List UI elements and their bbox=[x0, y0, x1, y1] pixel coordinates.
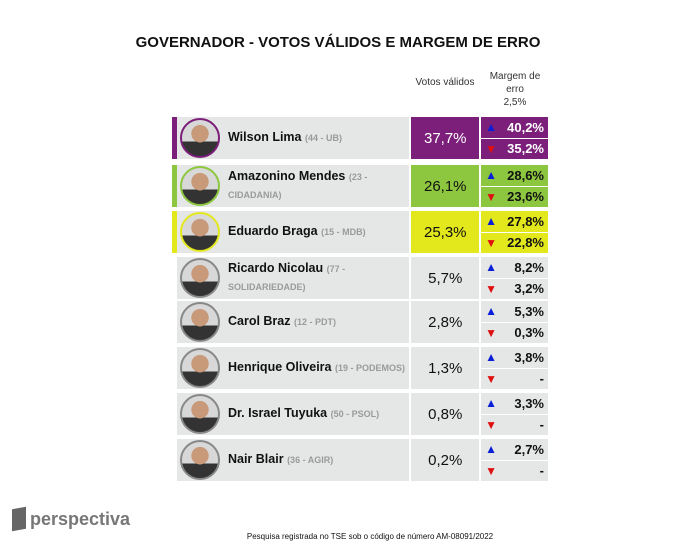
candidate-row: Nair Blair (36 - AGIR) 0,2% ▲ 2,7% ▼ - bbox=[172, 439, 548, 481]
arrow-down-icon: ▼ bbox=[485, 371, 498, 386]
candidate-photo bbox=[179, 118, 220, 158]
candidate-name: Dr. Israel Tuyuka (50 - PSOL) bbox=[227, 406, 380, 420]
party-color-bar bbox=[172, 211, 177, 253]
candidate-photo bbox=[179, 166, 220, 206]
margin-low: - bbox=[539, 463, 544, 479]
candidate-name: Eduardo Braga (15 - MDB) bbox=[227, 224, 366, 238]
margin-high: 5,3% bbox=[514, 303, 544, 319]
votes-value: 0,2% bbox=[411, 439, 480, 481]
candidate-row: Wilson Lima (44 - UB) 37,7% ▲ 40,2% ▼ 35,2… bbox=[172, 117, 548, 159]
margin-low: 23,6% bbox=[507, 189, 544, 205]
margin-low: - bbox=[539, 371, 544, 387]
margin-high: 2,7% bbox=[514, 441, 544, 457]
votes-value: 25,3% bbox=[411, 211, 480, 253]
perspectiva-logo: perspectiva bbox=[12, 506, 130, 532]
candidate-row: Dr. Israel Tuyuka (50 - PSOL) 0,8% ▲ 3,3%… bbox=[172, 393, 548, 435]
candidate-name: Amazonino Mendes (23 - CIDADANIA) bbox=[227, 169, 368, 200]
votes-value: 1,3% bbox=[411, 347, 480, 389]
candidate-name: Nair Blair (36 - AGIR) bbox=[227, 452, 334, 466]
arrow-down-icon: ▼ bbox=[485, 417, 498, 432]
arrow-up-icon: ▲ bbox=[485, 350, 498, 365]
arrow-down-icon: ▼ bbox=[485, 281, 498, 296]
arrow-up-icon: ▲ bbox=[485, 442, 498, 457]
candidate-row: Amazonino Mendes (23 - CIDADANIA) 26,1% … bbox=[172, 165, 548, 207]
arrow-up-icon: ▲ bbox=[485, 260, 498, 275]
candidate-name: Ricardo Nicolau (77 - SOLIDARIEDADE) bbox=[227, 261, 346, 292]
margin-high: 27,8% bbox=[507, 213, 544, 229]
votes-header: Votos válidos bbox=[415, 77, 475, 88]
candidate-name: Carol Braz (12 - PDT) bbox=[227, 314, 337, 328]
party-color-bar bbox=[172, 117, 177, 159]
margin-high: 40,2% bbox=[507, 119, 544, 135]
candidate-row: Henrique Oliveira (19 - PODEMOS) 1,3% ▲ 3… bbox=[172, 347, 548, 389]
arrow-down-icon: ▼ bbox=[485, 235, 498, 250]
candidate-row: Carol Braz (12 - PDT) 2,8% ▲ 5,3% ▼ 0,3% bbox=[172, 301, 548, 343]
candidate-photo bbox=[179, 394, 220, 434]
votes-value: 5,7% bbox=[411, 257, 480, 299]
arrow-down-icon: ▼ bbox=[485, 141, 498, 156]
party-color-bar bbox=[172, 165, 177, 207]
arrow-up-icon: ▲ bbox=[485, 214, 498, 229]
arrow-up-icon: ▲ bbox=[485, 396, 498, 411]
votes-value: 37,7% bbox=[411, 117, 480, 159]
arrow-down-icon: ▼ bbox=[485, 189, 498, 204]
margin-high: 8,2% bbox=[514, 259, 544, 275]
margin-low: - bbox=[539, 417, 544, 433]
candidate-photo bbox=[179, 258, 220, 298]
margin-header: Margem de erro 2,5% bbox=[489, 71, 541, 108]
candidate-photo bbox=[179, 440, 220, 480]
margin-high: 28,6% bbox=[507, 167, 544, 183]
votes-value: 26,1% bbox=[411, 165, 480, 207]
candidate-row: Ricardo Nicolau (77 - SOLIDARIEDADE) 5,7… bbox=[172, 257, 548, 299]
candidate-row: Eduardo Braga (15 - MDB) 25,3% ▲ 27,8% ▼ 2… bbox=[172, 211, 548, 253]
margin-low: 22,8% bbox=[507, 235, 544, 251]
candidate-name: Henrique Oliveira (19 - PODEMOS) bbox=[227, 360, 405, 374]
arrow-up-icon: ▲ bbox=[485, 168, 498, 183]
candidate-photo bbox=[179, 212, 220, 252]
votes-value: 0,8% bbox=[411, 393, 480, 435]
margin-high: 3,3% bbox=[514, 395, 544, 411]
footer-note: Pesquisa registrada no TSE sob o código … bbox=[246, 532, 494, 541]
arrow-down-icon: ▼ bbox=[485, 463, 498, 478]
arrow-up-icon: ▲ bbox=[485, 304, 498, 319]
arrow-up-icon: ▲ bbox=[485, 120, 498, 135]
margin-high: 3,8% bbox=[514, 349, 544, 365]
margin-low: 3,2% bbox=[514, 281, 544, 297]
candidate-name: Wilson Lima (44 - UB) bbox=[227, 130, 342, 144]
candidate-photo bbox=[179, 302, 220, 342]
candidate-photo bbox=[179, 348, 220, 388]
arrow-down-icon: ▼ bbox=[485, 325, 498, 340]
margin-low: 35,2% bbox=[507, 141, 544, 157]
chart-title: GOVERNADOR - VOTOS VÁLIDOS E MARGEM DE E… bbox=[135, 34, 541, 51]
votes-value: 2,8% bbox=[411, 301, 480, 343]
margin-low: 0,3% bbox=[514, 325, 544, 341]
logo-mark-icon bbox=[12, 506, 26, 532]
